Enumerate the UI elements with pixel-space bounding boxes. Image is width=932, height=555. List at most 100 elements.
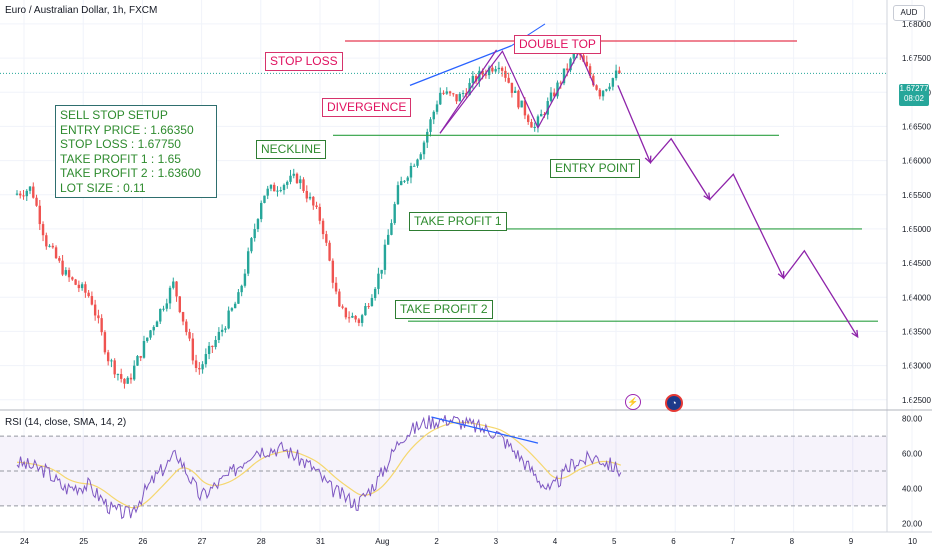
candle-body	[507, 77, 510, 83]
x-tick-label: 28	[257, 537, 266, 546]
candle-body	[318, 206, 322, 221]
x-tick-label: 5	[612, 537, 617, 546]
candle-body	[455, 94, 458, 102]
candle-body	[393, 204, 396, 224]
lightning-icon[interactable]: ⚡	[625, 394, 641, 410]
candle-body	[305, 190, 308, 199]
candle-body	[400, 181, 403, 186]
currency-button[interactable]: AUD	[893, 5, 925, 21]
candle-body	[97, 315, 100, 319]
candle-body	[474, 75, 478, 82]
candle-body	[295, 173, 299, 184]
candle-body	[562, 68, 566, 84]
take-profit-1-label[interactable]: TAKE PROFIT 1	[409, 212, 507, 231]
x-tick-label: 27	[198, 537, 207, 546]
candle-body	[458, 93, 462, 102]
take-profit-2-label[interactable]: TAKE PROFIT 2	[395, 300, 493, 319]
candle-body	[312, 196, 315, 206]
candle-body	[162, 308, 165, 310]
double-top-label[interactable]: DOUBLE TOP	[514, 35, 601, 54]
candle-body	[517, 90, 520, 108]
y-tick-label: 1.62500	[902, 396, 931, 405]
candle-body	[80, 284, 84, 289]
candle-body	[569, 58, 572, 71]
candle-body	[396, 185, 400, 205]
candle-body	[608, 86, 611, 90]
candle-body	[45, 235, 48, 247]
x-tick-label: 24	[20, 537, 29, 546]
candle-body	[618, 70, 621, 74]
candle-body	[214, 339, 217, 348]
candle-body	[426, 131, 429, 143]
candle-body	[416, 159, 419, 166]
candle-body	[289, 175, 292, 182]
candle-body	[129, 377, 133, 380]
candle-body	[25, 190, 28, 197]
candle-body	[614, 70, 618, 79]
setup-line: ENTRY PRICE : 1.66350	[60, 122, 194, 137]
candle-body	[243, 273, 247, 286]
candle-body	[204, 354, 208, 365]
double-top-leg	[439, 49, 498, 134]
candle-body	[22, 195, 25, 197]
x-tick-label: 26	[138, 537, 147, 546]
projection-arrowhead	[851, 329, 859, 339]
candle-body	[106, 352, 110, 362]
candle-body	[253, 229, 256, 239]
candle-body	[530, 121, 533, 128]
candle-body	[136, 356, 139, 366]
candle-body	[592, 75, 595, 86]
candle-body	[370, 297, 374, 307]
candle-body	[276, 190, 279, 192]
candle-body	[588, 66, 592, 76]
candle-body	[71, 277, 74, 280]
candle-countdown: 08:02	[903, 94, 925, 103]
candle-body	[133, 365, 136, 380]
candle-body	[351, 315, 354, 318]
candle-body	[523, 100, 527, 116]
y-tick-label: 1.63500	[902, 327, 931, 336]
rsi-tick-label: 80.00	[902, 415, 923, 424]
y-tick-label: 1.68000	[902, 20, 931, 29]
y-tick-label: 1.64500	[902, 259, 931, 268]
chart-title: Euro / Australian Dollar, 1h, FXCM	[5, 5, 158, 16]
setup-line: STOP LOSS : 1.67750	[60, 137, 181, 151]
neckline-label[interactable]: NECKLINE	[256, 140, 327, 159]
candle-body	[331, 260, 335, 283]
candle-body	[58, 258, 61, 261]
candle-body	[504, 70, 507, 78]
candle-body	[237, 292, 240, 304]
candle-body	[90, 296, 94, 305]
x-tick-label: 7	[730, 537, 735, 546]
x-tick-label: 9	[849, 537, 854, 546]
candle-body	[341, 306, 344, 308]
candle-body	[152, 326, 155, 331]
candle-body	[246, 251, 250, 274]
candle-body	[526, 115, 530, 122]
divergence-label[interactable]: DIVERGENCE	[322, 98, 412, 117]
candle-body	[432, 111, 435, 120]
entry-point-label[interactable]: ENTRY POINT	[550, 159, 641, 178]
candle-body	[373, 288, 377, 298]
candle-body	[165, 303, 168, 309]
candle-body	[48, 245, 51, 247]
projection-path	[617, 85, 859, 338]
setup-line: SELL STOP SETUP	[60, 108, 168, 122]
x-tick-label: 3	[494, 537, 499, 546]
stop-loss-label[interactable]: STOP LOSS	[265, 52, 343, 71]
candle-body	[279, 190, 282, 192]
candle-body	[292, 173, 295, 176]
candle-body	[439, 92, 442, 105]
candle-body	[325, 234, 328, 243]
candle-body	[536, 116, 540, 127]
flag-icon[interactable]: ◔	[665, 394, 683, 412]
rsi-title: RSI (14, close, SMA, 14, 2)	[5, 417, 127, 428]
candle-body	[263, 195, 266, 203]
candle-body	[357, 319, 361, 323]
candle-body	[520, 100, 523, 108]
candle-body	[386, 234, 390, 245]
candle-body	[435, 104, 439, 112]
candle-body	[139, 356, 142, 358]
